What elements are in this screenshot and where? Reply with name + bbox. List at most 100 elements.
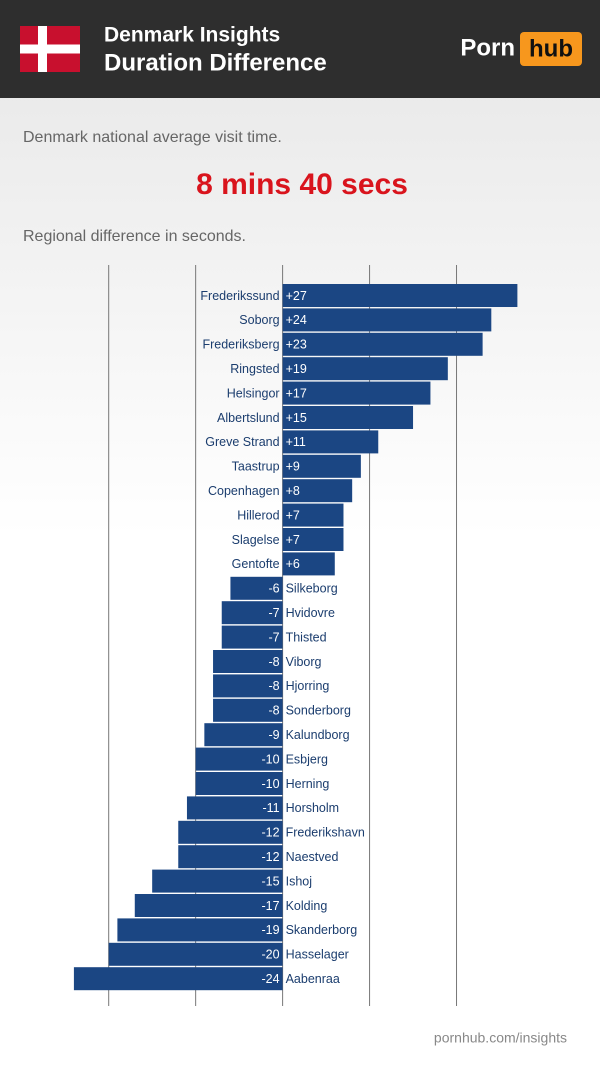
- category-label: Ringsted: [230, 362, 279, 376]
- bar: [213, 674, 283, 698]
- header-subtitle: Duration Difference: [104, 49, 327, 76]
- category-label: Hillerod: [237, 508, 279, 522]
- bar-value-label: +17: [286, 386, 307, 400]
- bar: [221, 625, 283, 649]
- bar: [282, 406, 414, 429]
- bar: [134, 894, 283, 917]
- category-label: Slagelse: [232, 533, 280, 547]
- bar: [221, 601, 283, 625]
- logo-left: Porn: [460, 34, 515, 61]
- flag: [20, 26, 80, 72]
- bar: [108, 942, 283, 966]
- bar: [282, 308, 492, 332]
- category-label: Helsingor: [227, 386, 280, 400]
- category-label: Soborg: [239, 313, 279, 327]
- category-label: Kalundborg: [286, 728, 350, 742]
- bar-value-label: -12: [262, 826, 280, 840]
- bar: [73, 967, 283, 991]
- header-title: Denmark Insights: [104, 24, 280, 47]
- bar: [117, 918, 283, 942]
- bar-value-label: +8: [286, 484, 300, 498]
- bar: [213, 650, 283, 673]
- bar-value-label: +7: [286, 533, 300, 547]
- category-label: Hasselager: [286, 948, 349, 962]
- bar-value-label: +9: [286, 460, 300, 474]
- bar: [186, 796, 283, 820]
- category-label: Naestved: [286, 850, 339, 864]
- bar: [152, 869, 283, 893]
- category-label: Frederikssund: [200, 289, 279, 303]
- category-label: Esbjerg: [286, 752, 328, 766]
- bar: [213, 698, 283, 722]
- category-label: Gentofte: [232, 557, 280, 571]
- bar: [230, 576, 283, 600]
- bar: [282, 454, 361, 478]
- bar-value-label: +23: [286, 338, 307, 352]
- intro-note: Regional difference in seconds.: [23, 228, 246, 245]
- category-label: Ishoj: [286, 874, 312, 888]
- bar-value-label: -17: [262, 899, 280, 913]
- bar: [195, 772, 283, 795]
- bar-value-label: -9: [268, 728, 279, 742]
- bar-value-label: +24: [286, 313, 307, 327]
- bar-value-label: -7: [268, 630, 279, 644]
- bar-value-label: -8: [268, 679, 279, 693]
- category-label: Kolding: [286, 899, 328, 913]
- category-label: Herning: [286, 777, 330, 791]
- footer: pornhub.com/insights: [434, 1030, 567, 1046]
- bar: [282, 332, 483, 356]
- bar-value-label: -6: [268, 582, 279, 596]
- plot: +27 Frederikssund +24 Soborg +23 Frederiksber…: [73, 265, 518, 1006]
- logo-box: [520, 32, 582, 66]
- category-label: Aabenraa: [286, 972, 340, 986]
- category-label: Taastrup: [232, 460, 280, 474]
- bar: [282, 552, 335, 576]
- bar: [282, 503, 344, 527]
- bar-value-label: -7: [268, 606, 279, 620]
- bar-value-label: -19: [262, 923, 280, 937]
- average-time: 8 mins 40 secs: [196, 168, 408, 201]
- bar: [282, 430, 379, 454]
- bar-value-label: +11: [286, 435, 306, 449]
- bar-value-label: +15: [286, 411, 307, 425]
- bar-value-label: +27: [286, 289, 307, 303]
- bar-value-label: +7: [286, 508, 300, 522]
- logo-right: hub: [529, 35, 573, 62]
- bar: [282, 357, 448, 381]
- bar: [282, 528, 344, 551]
- bar: [178, 820, 283, 844]
- bar: [195, 747, 283, 771]
- category-label: Copenhagen: [208, 484, 280, 498]
- bar: [282, 284, 518, 307]
- category-label: Skanderborg: [286, 923, 358, 937]
- bar-value-label: -11: [262, 801, 279, 815]
- bar-value-label: -8: [268, 704, 279, 718]
- category-label: Albertslund: [217, 411, 280, 425]
- bar-value-label: -15: [262, 874, 280, 888]
- category-label: Sonderborg: [286, 704, 351, 718]
- bar: [282, 479, 353, 503]
- bar-value-label: +19: [286, 362, 307, 376]
- category-label: Frederikshavn: [286, 826, 365, 840]
- bar-value-label: +6: [286, 557, 300, 571]
- header-band: [0, 0, 600, 98]
- category-label: Hvidovre: [286, 606, 335, 620]
- category-label: Silkeborg: [286, 582, 338, 596]
- bar: [204, 723, 283, 747]
- bar: [178, 845, 283, 869]
- category-label: Horsholm: [286, 801, 340, 815]
- bar-value-label: -12: [262, 850, 280, 864]
- category-label: Greve Strand: [205, 435, 279, 449]
- bar-value-label: -24: [262, 972, 280, 986]
- intro-label: Denmark national average visit time.: [23, 129, 282, 146]
- category-label: Hjorring: [286, 679, 330, 693]
- bar: [282, 381, 431, 405]
- category-label: Frederiksberg: [202, 338, 279, 352]
- category-label: Thisted: [286, 630, 327, 644]
- bar-value-label: -8: [268, 655, 279, 669]
- bar-value-label: -10: [262, 752, 280, 766]
- bar-value-label: -20: [262, 948, 280, 962]
- category-label: Viborg: [286, 655, 322, 669]
- bar-value-label: -10: [262, 777, 280, 791]
